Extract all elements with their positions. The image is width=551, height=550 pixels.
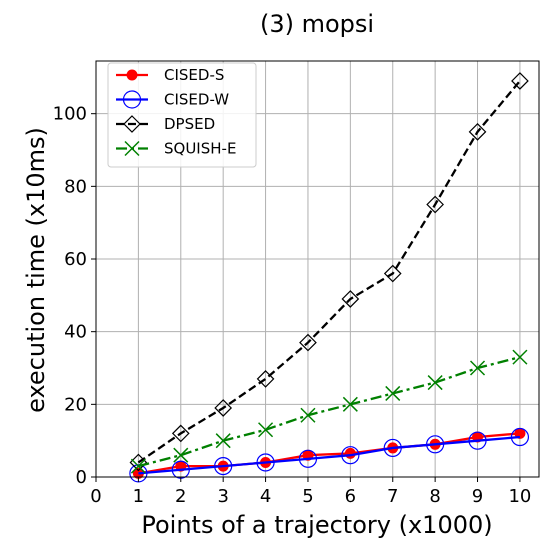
legend-label: DPSED [164, 115, 215, 133]
x-tick-label: 4 [260, 486, 271, 507]
series-line [138, 435, 521, 475]
data-point [299, 333, 317, 352]
y-tick-label: 0 [76, 467, 87, 488]
series-line [138, 432, 521, 475]
x-tick-label: 6 [345, 486, 356, 507]
legend: CISED-S CISED-W DPSED SQUISH-E [107, 62, 257, 168]
legend-label: CISED-W [164, 91, 229, 109]
data-point [341, 290, 360, 308]
series-cised-w [129, 427, 530, 483]
x-axis-label: Points of a trajectory (x1000) [141, 511, 492, 539]
legend-marker [123, 115, 141, 133]
data-point [383, 264, 402, 283]
data-point [341, 446, 360, 465]
series-dpsed [129, 72, 529, 472]
x-tick-label: 3 [217, 486, 228, 507]
data-point [511, 72, 529, 90]
legend-marker [122, 90, 142, 109]
y-tick-label: 80 [64, 176, 87, 197]
y-tick-label: 20 [64, 394, 87, 415]
data-point [468, 122, 487, 141]
data-point [470, 360, 486, 376]
data-point [426, 435, 445, 454]
data-point [385, 385, 401, 401]
y-axis-label: execution time (x10ms) [22, 127, 50, 413]
legend-item: SQUISH-E [116, 140, 236, 158]
data-point [510, 427, 530, 447]
series-line [138, 355, 521, 468]
series-cised-s [132, 427, 526, 479]
data-point [300, 407, 316, 423]
y-tick-label: 100 [53, 104, 87, 125]
data-point [215, 433, 231, 449]
data-point [173, 447, 189, 463]
data-point [383, 438, 402, 458]
x-tick-label: 2 [175, 486, 186, 507]
plot-frame [95, 60, 540, 478]
data-point [130, 458, 146, 474]
x-tick-label: 7 [387, 486, 398, 507]
legend-marker [126, 69, 138, 81]
data-point [512, 349, 528, 365]
series-line [137, 80, 521, 464]
legend-item: CISED-W [116, 90, 229, 109]
data-point [426, 195, 444, 214]
legend-item: CISED-S [116, 66, 224, 84]
data-point [427, 375, 443, 391]
y-tick-label: 40 [64, 322, 87, 343]
data-point [258, 422, 274, 438]
y-tick-label: 60 [64, 249, 87, 270]
series-squish-e [130, 349, 528, 474]
legend-label: SQUISH-E [164, 140, 236, 158]
data-point [129, 453, 148, 472]
chart-title: (3) mopsi [260, 10, 374, 38]
legend-frame [107, 62, 257, 168]
x-tick-label: 10 [508, 486, 531, 507]
x-tick-label: 9 [472, 486, 483, 507]
data-point [214, 457, 233, 476]
data-point [256, 370, 275, 388]
x-tick-label: 8 [429, 486, 440, 507]
x-tick-label: 5 [302, 486, 313, 507]
data-point [342, 396, 358, 412]
legend-label: CISED-S [164, 66, 224, 84]
legend-marker [124, 140, 140, 157]
data-point [214, 399, 233, 417]
data-point [298, 449, 318, 468]
data-point [171, 424, 190, 443]
data-point [344, 447, 356, 459]
legend-item: DPSED [116, 115, 215, 133]
data-point [256, 453, 275, 472]
data-point [468, 431, 487, 450]
x-tick-label: 0 [90, 486, 101, 507]
x-tick-label: 1 [133, 486, 144, 507]
series-layer [129, 72, 530, 483]
